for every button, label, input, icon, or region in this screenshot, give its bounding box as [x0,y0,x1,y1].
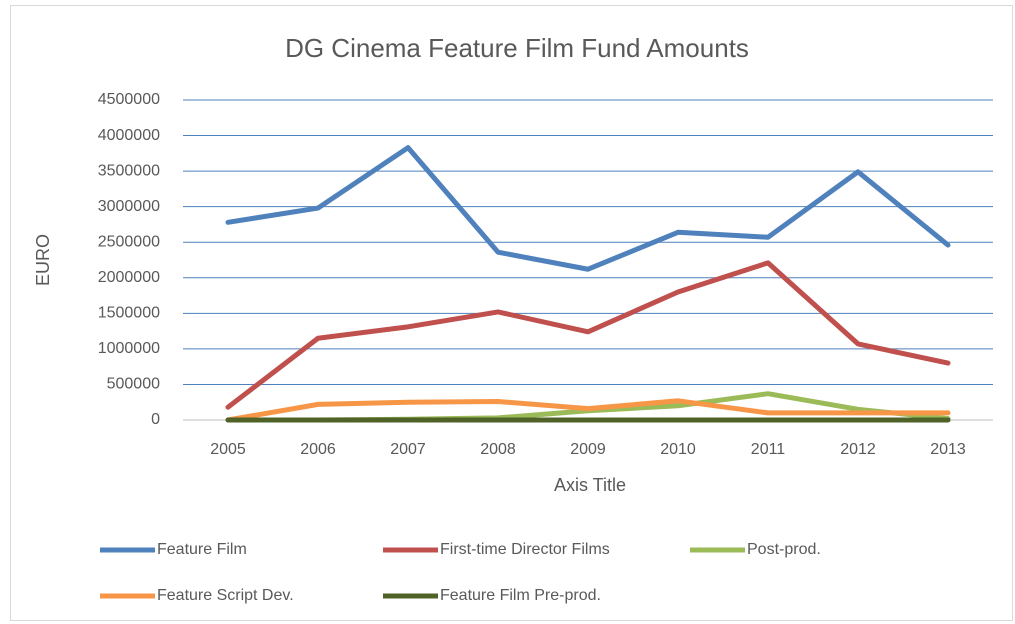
x-tick-label: 2012 [840,441,876,458]
series-line [225,398,951,423]
y-tick-label: 2000000 [98,269,160,286]
x-tick-label: 2007 [390,441,426,458]
x-tick-label: 2005 [210,441,246,458]
y-tick-label: 3500000 [98,162,160,179]
series-line [225,145,951,272]
y-axis-title: EURO [33,234,53,286]
legend-label: Feature Script Dev. [157,587,294,604]
x-tick-label: 2008 [480,441,516,458]
y-tick-label: 3000000 [98,198,160,215]
legend-label: Feature Film [157,541,247,558]
y-tick-label: 4000000 [98,127,160,144]
y-tick-label: 1000000 [98,340,160,357]
x-tick-label: 2009 [570,441,606,458]
x-tick-label: 2010 [660,441,696,458]
x-tick-label: 2006 [300,441,336,458]
y-tick-label: 2500000 [98,233,160,250]
x-tick-label: 2011 [751,441,786,458]
chart-title: DG Cinema Feature Film Fund Amounts [285,33,749,63]
legend-label: Post-prod. [747,541,821,558]
y-tick-label: 500000 [107,376,160,393]
legend-label: Feature Film Pre-prod. [440,587,601,604]
legend-label: First-time Director Films [440,541,610,558]
y-tick-label: 1500000 [98,305,160,322]
y-tick-label: 4500000 [98,91,160,108]
y-tick-label: 0 [151,411,160,428]
x-axis-title: Axis Title [554,475,626,495]
x-tick-label: 2013 [930,441,966,458]
series-line [225,260,951,410]
